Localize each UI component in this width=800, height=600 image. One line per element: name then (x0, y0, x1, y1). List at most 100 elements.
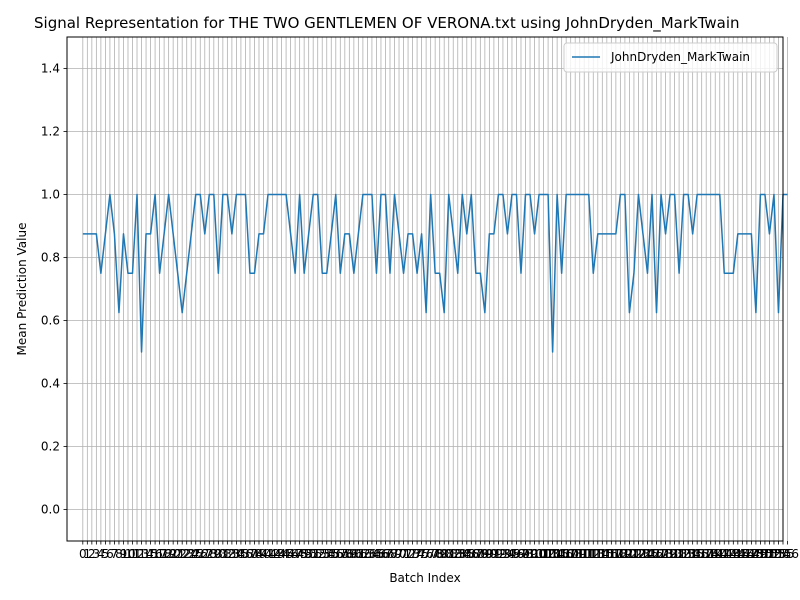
x-tick-label: 77 (423, 547, 438, 561)
x-tick-label: 141 (708, 547, 731, 561)
x-tick-label: 27 (197, 547, 212, 561)
x-tick-label: 116 (595, 547, 618, 561)
x-tick-label: 50 (301, 547, 316, 561)
x-tick-label: 46 (283, 547, 298, 561)
x-tick-label: 52 (310, 547, 325, 561)
series-line (82, 193, 788, 353)
x-tick-label: 78 (428, 547, 443, 561)
x-tick-label: 124 (632, 547, 655, 561)
x-tick-label: 32 (220, 547, 235, 561)
x-tick-label: 55 (324, 547, 339, 561)
x-tick-label: 136 (686, 547, 709, 561)
x-tick-label: 89 (477, 547, 492, 561)
x-tick-label: 64 (364, 547, 379, 561)
x-tick-label: 29 (206, 547, 221, 561)
x-tick-label: 122 (622, 547, 645, 561)
x-tick-label: 73 (405, 547, 420, 561)
x-tick-label: 84 (455, 547, 470, 561)
y-tick-label: 0.4 (41, 377, 60, 391)
x-tick-label: 101 (528, 547, 551, 561)
x-tick-label: 57 (333, 547, 348, 561)
x-tick-label: 58 (337, 547, 352, 561)
x-tick-label: 13 (134, 547, 149, 561)
y-tick-label: 1.4 (41, 62, 60, 76)
x-tick-label: 63 (360, 547, 375, 561)
x-tick-label: 134 (677, 547, 700, 561)
x-tick-label: 117 (600, 547, 623, 561)
x-tick-label: 83 (450, 547, 465, 561)
legend: JohnDryden_MarkTwain (563, 42, 778, 73)
x-tick-label: 107 (555, 547, 578, 561)
x-tick-label: 67 (378, 547, 393, 561)
x-tick-label: 129 (654, 547, 677, 561)
x-tick-label: 147 (735, 547, 758, 561)
x-tick-label: 76 (418, 547, 433, 561)
x-tick-label: 113 (582, 547, 605, 561)
y-grid-lines (67, 68, 783, 510)
x-tick-label: 80 (437, 547, 452, 561)
x-tick-label: 142 (713, 547, 736, 561)
x-tick-label: 43 (269, 547, 284, 561)
x-tick-label: 22 (175, 547, 190, 561)
x-tick-label: 131 (663, 547, 686, 561)
x-tick-label: 31 (215, 547, 230, 561)
x-tick-label: 126 (641, 547, 664, 561)
y-tick-label: 0.0 (41, 503, 60, 517)
x-tick-label: 51 (306, 547, 321, 561)
x-tick-label: 49 (297, 547, 312, 561)
x-tick-label: 121 (618, 547, 641, 561)
x-tick-label: 155 (772, 547, 795, 561)
x-tick-label: 35 (233, 547, 248, 561)
x-tick-label: 68 (382, 547, 397, 561)
x-tick-label: 36 (238, 547, 253, 561)
x-tick-label: 48 (292, 547, 307, 561)
x-tick-label: 59 (342, 547, 357, 561)
x-tick-label: 95 (504, 547, 519, 561)
x-tick-label: 14 (138, 547, 153, 561)
x-tick-label: 33 (224, 547, 239, 561)
x-tick-label: 21 (170, 547, 185, 561)
x-tick-label: 81 (441, 547, 456, 561)
x-tick-label: 28 (202, 547, 217, 561)
x-tick-label: 151 (753, 547, 776, 561)
x-tick-label: 86 (464, 547, 479, 561)
y-tick-label: 1.2 (41, 125, 60, 139)
x-tick-label: 45 (278, 547, 293, 561)
x-tick-label: 62 (355, 547, 370, 561)
x-tick-label: 69 (387, 547, 402, 561)
x-tick-label: 2 (88, 547, 96, 561)
x-tick-label: 109 (564, 547, 587, 561)
x-tick-label: 156 (776, 547, 799, 561)
x-tick-label: 149 (744, 547, 767, 561)
x-tick-label: 148 (740, 547, 763, 561)
x-tick-label: 93 (495, 547, 510, 561)
x-tick-label: 128 (650, 547, 673, 561)
x-tick-label: 70 (391, 547, 406, 561)
x-tick-label: 26 (193, 547, 208, 561)
x-tick-label: 133 (672, 547, 695, 561)
x-tick-label: 41 (260, 547, 275, 561)
x-tick-label: 154 (767, 547, 790, 561)
x-tick-label: 1 (84, 547, 92, 561)
x-tick-label: 20 (166, 547, 181, 561)
x-tick-label: 102 (532, 547, 555, 561)
x-tick-label: 100 (523, 547, 546, 561)
y-axis-label: Mean Prediction Value (15, 223, 29, 356)
x-tick-label: 0 (79, 547, 87, 561)
x-tick-label: 15 (143, 547, 158, 561)
x-tick-label: 61 (351, 547, 366, 561)
x-tick-label: 42 (265, 547, 280, 561)
x-tick-label: 144 (722, 547, 745, 561)
x-tick-label: 111 (573, 547, 596, 561)
x-tick-label: 146 (731, 547, 754, 561)
x-tick-label: 72 (400, 547, 415, 561)
y-tick-label: 1.0 (41, 188, 60, 202)
x-tick-label: 47 (287, 547, 302, 561)
x-tick-label: 140 (704, 547, 727, 561)
x-tick-label: 3 (93, 547, 101, 561)
x-tick-label: 39 (251, 547, 266, 561)
x-tick-label: 91 (486, 547, 501, 561)
x-tick-label: 66 (373, 547, 388, 561)
x-tick-label: 24 (184, 547, 199, 561)
x-tick-label: 19 (161, 547, 176, 561)
